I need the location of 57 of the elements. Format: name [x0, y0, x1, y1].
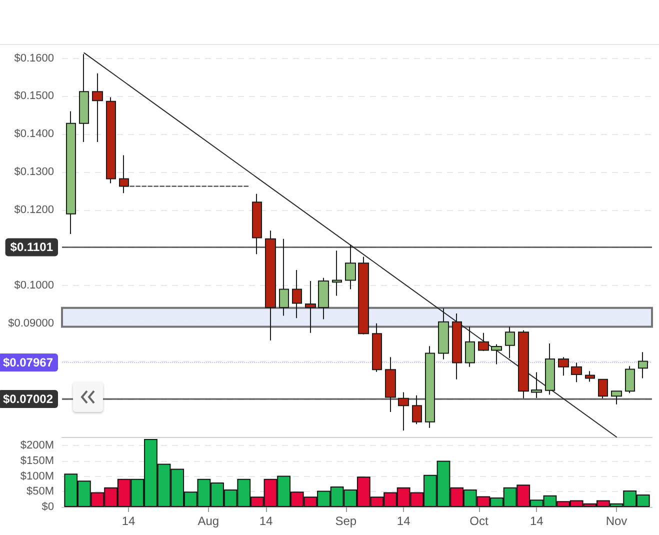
candlestick [398, 392, 409, 432]
candlestick [571, 362, 582, 383]
x-tick-label: Sep [335, 514, 357, 528]
candlestick [545, 342, 555, 396]
candlestick [518, 330, 529, 399]
candlestick [531, 372, 542, 398]
y-tick-label: $0.1400 [14, 128, 54, 140]
y-tick-label: $150M [20, 455, 54, 468]
candlestick [465, 326, 475, 368]
y-tick-label: $0.1000 [14, 280, 54, 292]
candlestick [558, 356, 569, 376]
candlestick [279, 238, 289, 316]
candlestick [92, 72, 103, 142]
candlestick [66, 110, 76, 234]
candlestick [106, 96, 116, 184]
x-tick-label: 14 [259, 514, 274, 528]
candlestick [585, 370, 595, 382]
candlestick [452, 313, 462, 380]
y-tick-label: $0 [42, 501, 54, 513]
y-tick-label: $0.1200 [14, 204, 54, 216]
candlestick [372, 322, 382, 372]
y-tick-label: $0.1500 [14, 90, 54, 102]
candlestick [491, 344, 502, 365]
y-tick-label: $0.1600 [14, 52, 54, 64]
candlestick [292, 269, 302, 319]
candlestick [252, 193, 262, 255]
x-tick-label: 14 [122, 514, 136, 528]
ref-line-label: $0.07967 [2, 356, 54, 370]
candlestick [478, 332, 489, 352]
ref-line-label: $0.07002 [2, 392, 54, 406]
candlestick [638, 352, 648, 379]
y-tick-label: $0.1300 [14, 166, 54, 178]
candlestick [625, 366, 635, 394]
candlestick [385, 356, 396, 413]
candlestick [332, 250, 342, 296]
candlestick [505, 326, 515, 359]
x-tick-label: 14 [396, 514, 411, 528]
x-tick-label: Oct [470, 514, 489, 528]
y-tick-label: $50M [26, 486, 54, 498]
ref-line-label: $0.1101 [10, 240, 54, 254]
candlestick [358, 256, 369, 335]
candlestick [425, 346, 435, 428]
x-tick-label: Nov [606, 514, 628, 528]
x-tick-label: Aug [198, 514, 220, 528]
candlestick [438, 308, 449, 360]
candlestick [412, 394, 422, 425]
candlestick [345, 244, 356, 290]
candlestick [318, 277, 329, 320]
candlestick [305, 280, 316, 334]
y-tick-label: $200M [20, 440, 54, 452]
x-tick-label: 14 [530, 514, 544, 528]
candlestick [119, 154, 129, 194]
candlestick [265, 230, 276, 341]
y-tick-label: $100M [20, 470, 54, 482]
candlestick [598, 378, 608, 399]
y-tick-label: $0.09000 [8, 317, 54, 330]
candlestick [611, 390, 622, 405]
